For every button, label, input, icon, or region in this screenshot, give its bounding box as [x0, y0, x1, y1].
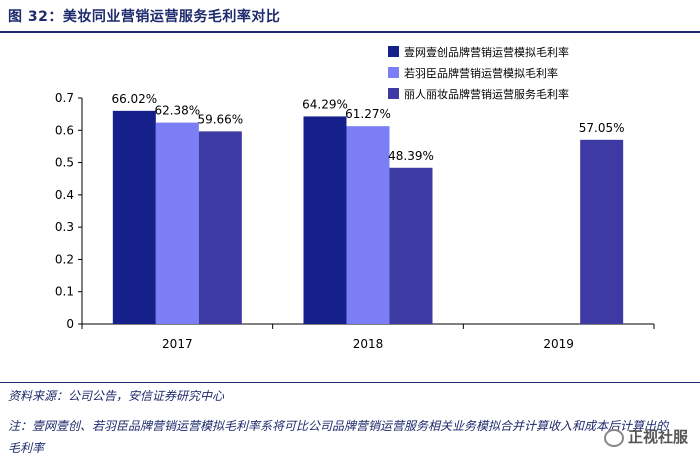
data-label: 57.05% [579, 121, 625, 135]
data-label: 61.27% [345, 107, 391, 121]
y-tick-label: 0 [66, 317, 74, 331]
bar [389, 167, 433, 324]
data-label: 62.38% [154, 104, 200, 118]
legend-label-series2: 若羽臣品牌营销运营模拟毛利率 [404, 66, 558, 80]
legend-item-series3: 丽人丽妆品牌营销运营服务毛利率 [388, 83, 569, 104]
legend-label-series3: 丽人丽妆品牌营销运营服务毛利率 [404, 87, 569, 101]
source-text: 资料来源：公司公告，安信证券研究中心 [8, 389, 225, 403]
legend-item-series1: 壹网壹创品牌营销运营模拟毛利率 [388, 41, 569, 62]
bar [303, 116, 347, 324]
legend-swatch-series2 [388, 67, 399, 78]
data-label: 64.29% [302, 97, 348, 111]
data-label: 59.66% [197, 112, 243, 126]
footer-divider [0, 382, 700, 383]
x-tick-label: 2017 [162, 337, 193, 351]
figure-title: 图 32：美妆同业营销运营服务毛利率对比 [8, 9, 281, 25]
bar [112, 110, 156, 324]
watermark: 正视社服 [603, 426, 688, 447]
chart-legend: 壹网壹创品牌营销运营模拟毛利率 若羽臣品牌营销运营模拟毛利率 丽人丽妆品牌营销运… [388, 41, 569, 104]
legend-swatch-series3 [388, 88, 399, 99]
legend-item-series2: 若羽臣品牌营销运营模拟毛利率 [388, 62, 569, 83]
watermark-text: 正视社服 [627, 428, 688, 446]
note-text: 注：壹网壹创、若羽臣品牌营销运营模拟毛利率系将可比公司品牌营销运营服务相关业务模… [8, 419, 669, 455]
x-tick-label: 2019 [543, 337, 574, 351]
y-tick-label: 0.2 [55, 252, 74, 266]
wechat-icon [603, 428, 624, 447]
bar [346, 126, 390, 324]
title-divider [0, 31, 700, 33]
x-tick-label: 2018 [353, 337, 384, 351]
bar-chart: 0 0.1 0.2 0.3 0.4 0.5 0.6 0.7 2017 2018 2019 66.02%… [55, 91, 655, 351]
y-tick-label: 0.5 [55, 156, 74, 170]
legend-label-series1: 壹网壹创品牌营销运营模拟毛利率 [404, 45, 569, 59]
bar [198, 131, 242, 324]
data-label: 48.39% [388, 149, 434, 163]
bar [155, 122, 199, 324]
y-tick-label: 0.7 [55, 91, 74, 105]
y-tick-label: 0.4 [55, 188, 74, 202]
y-tick-label: 0.3 [55, 220, 74, 234]
y-tick-label: 0.1 [55, 285, 74, 299]
legend-swatch-series1 [388, 46, 399, 57]
y-tick-label: 0.6 [55, 123, 74, 137]
bar [580, 139, 624, 324]
data-label: 66.02% [111, 92, 157, 106]
